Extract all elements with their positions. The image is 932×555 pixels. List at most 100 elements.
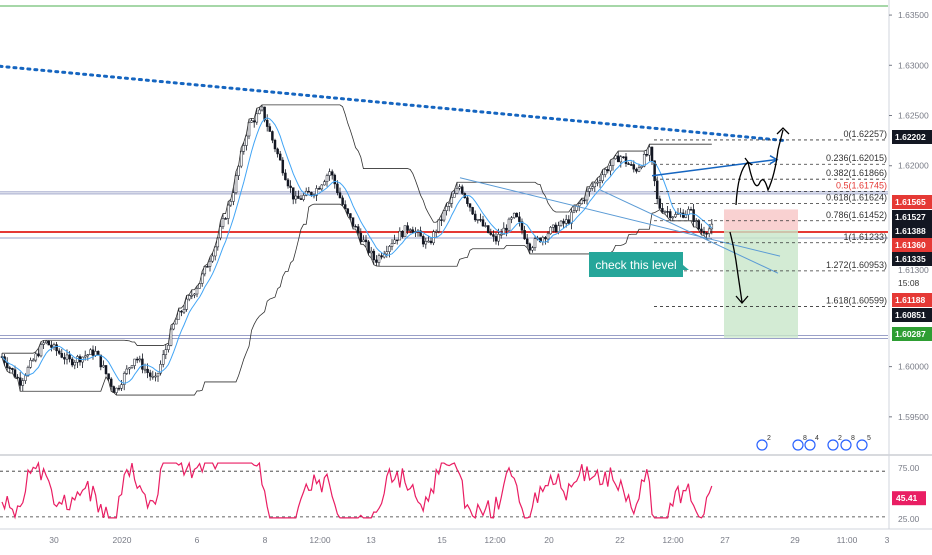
candle-body [232,192,235,202]
candle-body [551,224,555,228]
price-pane[interactable]: 0(1.62257) 0.236(1.62015) 0.382(1.61866) 0.… [0,0,932,530]
candle-body [367,241,370,254]
candle-body [70,358,74,366]
candle-body [362,239,365,243]
countdown-label: 15:08 [898,278,920,288]
candle-body [588,188,591,192]
candle-body [559,220,563,226]
candle-body [567,219,571,224]
candle-body [549,227,552,235]
candle-body [637,167,641,172]
fib-level-label: 0.382(1.61866) [826,168,887,178]
candle-body [577,203,581,207]
candle-body [34,353,38,361]
candle-body [174,318,178,325]
candle-body [648,146,651,156]
candle-body [544,237,547,240]
candle-body [146,368,149,374]
candle-body [351,217,355,227]
arrowhead-down [735,295,749,304]
candle-body [616,155,620,163]
candle-body [627,163,630,165]
candle-body [343,204,347,209]
candle-body [705,233,708,235]
candle-body [221,218,225,227]
candle-body [707,228,711,234]
candle-body [619,156,623,163]
candle-body [271,131,274,141]
time-tick-label: 15 [437,535,447,545]
candle-body [180,310,183,313]
fib-level-label: 0.236(1.62015) [826,153,887,163]
candle-body [130,365,134,368]
candle-body [593,182,597,188]
candle-body [102,365,105,368]
price-badge [892,130,932,144]
candle-body [120,384,123,389]
rsi-pane[interactable]: 75.00 25.00 45.41 [0,461,926,524]
candle-body [479,219,482,221]
price-badge [892,327,932,341]
candle-body [492,234,495,237]
rsi-line [1,461,713,520]
candle-body [666,211,669,213]
candle-body [55,344,58,352]
candle-body [284,172,287,181]
candle-body [622,156,625,159]
candle-body [325,175,329,183]
rsi-tick-label: 25.00 [898,514,920,524]
candle-body [458,186,461,189]
time-axis[interactable]: 30 2020 6 8 12:00 13 15 12:00 20 22 12:00 27 29 11:00… [49,535,889,545]
candle-body [268,126,272,132]
callout-text: check this level [595,258,676,272]
candle-body [525,238,529,245]
candle-body [645,154,649,156]
rsi-tick-label: 75.00 [898,463,920,473]
candle-body [60,353,64,358]
candle-body [447,203,451,207]
candle-body [484,225,487,227]
stop-loss-zone [724,209,798,231]
price-tick-label: 1.63000 [898,60,929,70]
candle-body [497,234,500,242]
candle-body [42,342,45,345]
time-tick-label: 13 [366,535,376,545]
candle-body [663,211,667,213]
candle-body [317,188,321,190]
candle-body [177,310,181,320]
candle-body [104,365,108,374]
fib-level-label: 0(1.62257) [843,129,887,139]
candle-body [161,354,165,365]
price-badge-label: 1.60287 [895,329,926,339]
candle-body [76,356,79,363]
candle-body [31,359,35,362]
price-badge [892,210,932,224]
candle-body [154,375,157,378]
candle-body [307,190,311,193]
candle-body [406,225,409,231]
candle-body [398,230,402,241]
candle-body [39,344,43,357]
candle-body [50,344,53,348]
candles-group [0,104,714,396]
candle-body [393,239,396,244]
candle-body [570,211,573,224]
candle-body [455,187,459,194]
candle-body [505,227,508,231]
candle-body [557,225,560,232]
candle-body [328,171,331,176]
candle-body [380,255,383,258]
projection-down-path [729,231,743,303]
candle-body [73,361,77,366]
price-axis[interactable]: 1.63500 1.63000 1.62500 1.62000 1.60000 1.595… [889,10,932,422]
candle-body [255,113,259,123]
candle-body [598,180,602,183]
candle-body [466,197,469,204]
candle-body [291,187,295,200]
rsi-value-badge [892,491,926,506]
arrowhead-up [776,127,790,135]
candle-body [702,231,706,234]
candle-body [57,350,61,354]
